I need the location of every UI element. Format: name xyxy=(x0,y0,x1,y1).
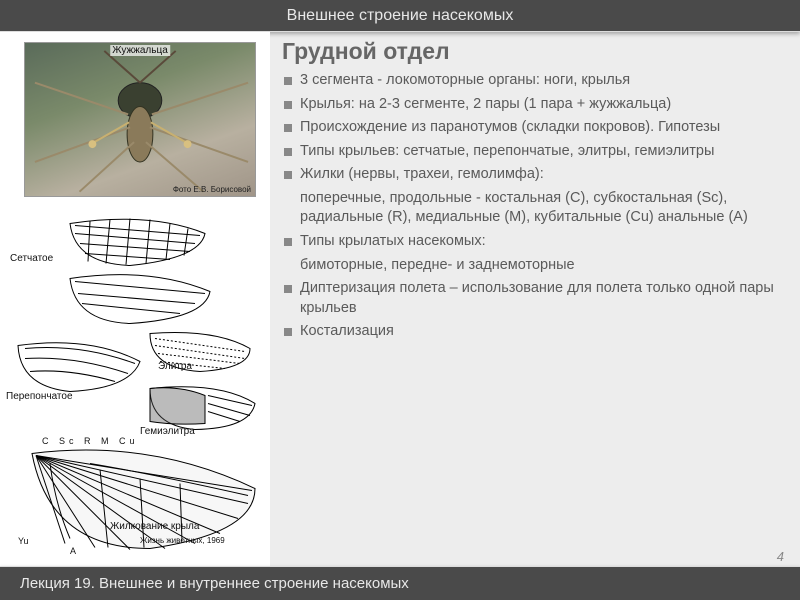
label-setch: Сетчатое xyxy=(10,253,53,264)
content-list: 3 сегмента - локомоторные органы: ноги, … xyxy=(282,71,786,342)
right-column: Грудной отдел 3 сегмента - локомоторные … xyxy=(270,32,800,566)
list-item: Диптеризация полета – использование для … xyxy=(282,279,786,318)
footer-bar: Лекция 19. Внешнее и внутреннее строение… xyxy=(0,566,800,600)
label-zhilk: Жилкование крыла xyxy=(110,521,199,532)
list-item: Крылья: на 2-3 сегменте, 2 пары (1 пара … xyxy=(282,95,786,115)
insect-photo: Жужжальца Фото Е.В. Борисовой xyxy=(24,42,256,197)
header-title: Внешнее строение насекомых xyxy=(287,7,514,25)
footer-text: Лекция 19. Внешнее и внутреннее строение… xyxy=(20,575,409,592)
label-yu: Yu xyxy=(18,536,29,546)
label-a: A xyxy=(70,546,76,556)
photo-label: Жужжальца xyxy=(110,45,170,56)
photo-credit: Фото Е.В. Борисовой xyxy=(173,185,251,194)
list-item: поперечные, продольные - костальная (C),… xyxy=(282,189,786,228)
wing-diagram: Сетчатое Элитра Перепончатое Гемиэлитра … xyxy=(0,201,270,566)
label-elytra: Элитра xyxy=(158,361,192,372)
page-number: 4 xyxy=(777,549,784,564)
list-item: Костализация xyxy=(282,322,786,342)
label-gemi: Гемиэлитра xyxy=(140,426,195,437)
diagram-credit: Жизнь животных, 1969 xyxy=(140,536,225,545)
list-item: 3 сегмента - локомоторные органы: ноги, … xyxy=(282,71,786,91)
left-column: Жужжальца Фото Е.В. Борисовой xyxy=(0,32,270,566)
list-item: Типы крыльев: сетчатые, перепончатые, эл… xyxy=(282,142,786,162)
list-item: Происхождение из паранотумов (складки по… xyxy=(282,118,786,138)
label-vein-letters: C Sc R M Cu xyxy=(42,436,139,446)
header-bar: Внешнее строение насекомых xyxy=(0,0,800,32)
label-perep: Перепончатое xyxy=(6,391,73,402)
main-area: Жужжальца Фото Е.В. Борисовой xyxy=(0,32,800,566)
list-item: Жилки (нервы, трахеи, гемолимфа): xyxy=(282,165,786,185)
section-title: Грудной отдел xyxy=(282,38,786,65)
list-item: бимоторные, передне- и заднемоторные xyxy=(282,256,786,276)
list-item: Типы крылатых насекомых: xyxy=(282,232,786,252)
insect-photo-svg xyxy=(25,43,255,197)
